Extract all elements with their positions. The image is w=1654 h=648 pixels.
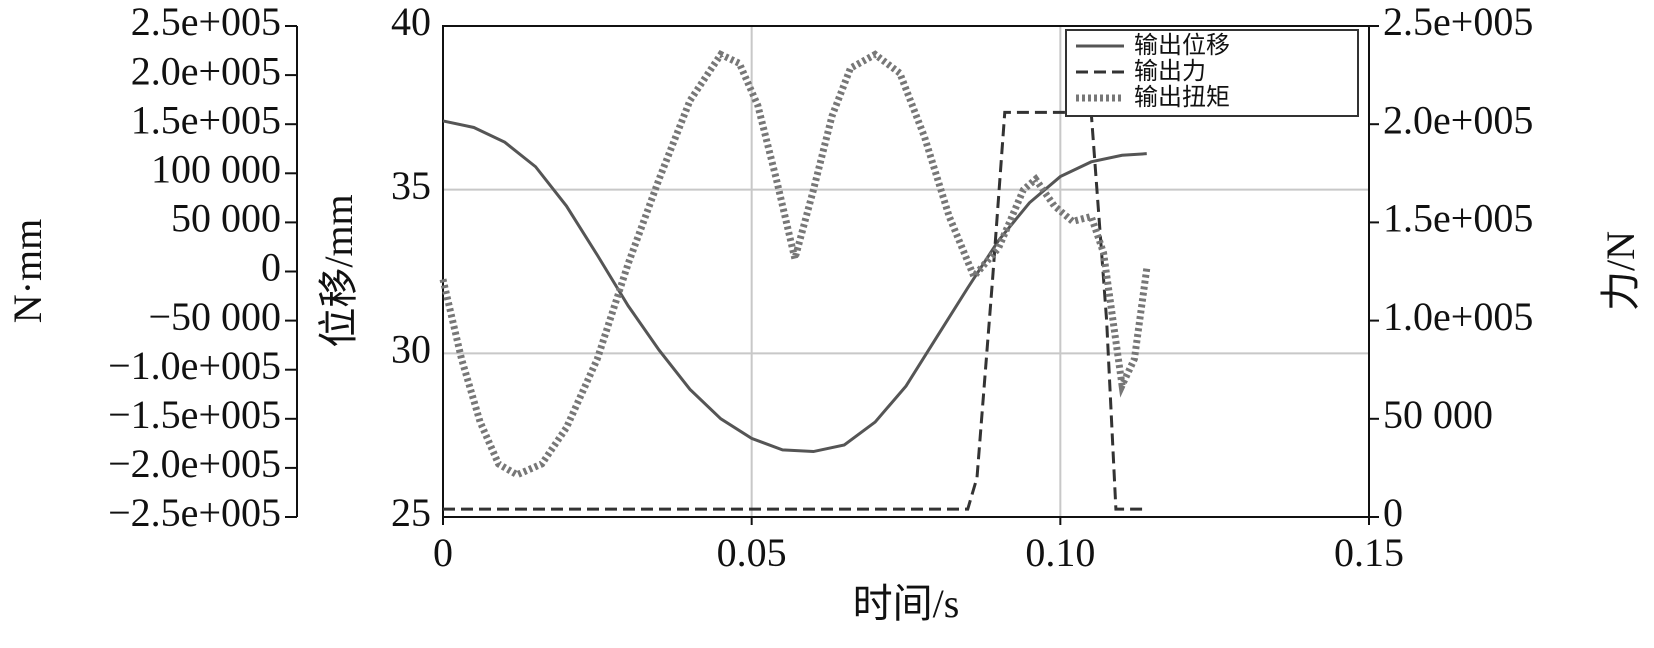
y2-tick-label: 0 — [1383, 490, 1403, 535]
y3-tick-label: −1.5e+005 — [108, 392, 281, 437]
y3-tick-label: 0 — [261, 245, 281, 290]
y3-tick-label: −1.0e+005 — [108, 343, 281, 388]
y-tick-label: 40 — [391, 0, 431, 44]
x-tick-label: 0.05 — [717, 530, 787, 575]
y3-tick-label: 100 000 — [151, 146, 281, 191]
y2-axis-label: 力/N — [1598, 231, 1643, 311]
y3-tick-label: 50 000 — [171, 196, 281, 241]
legend-label: 输出扭矩 — [1134, 83, 1230, 111]
x-tick-label: 0.15 — [1334, 530, 1404, 575]
y2-tick-label: 1.5e+005 — [1383, 196, 1533, 241]
y-tick-label: 30 — [391, 327, 431, 372]
y-axis-label: 位移/mm — [316, 194, 361, 347]
series-line — [443, 110, 1147, 511]
y2-tick-label: 50 000 — [1383, 392, 1493, 437]
y-tick-label: 25 — [391, 490, 431, 535]
y3-tick-label: 2.5e+005 — [131, 0, 281, 44]
y-tick-label: 35 — [391, 163, 431, 208]
y2-tick-label: 1.0e+005 — [1383, 294, 1533, 339]
plot-frame — [442, 25, 1370, 518]
legend-label: 输出位移 — [1134, 31, 1230, 59]
series-line — [439, 50, 1151, 479]
y3-tick-label: 1.5e+005 — [131, 97, 281, 142]
y3-tick-label: −2.0e+005 — [108, 441, 281, 486]
x-tick-label: 0.10 — [1025, 530, 1095, 575]
x-tick-label: 0 — [433, 530, 453, 575]
x-axis-label: 时间/s — [853, 581, 960, 626]
y2-tick-label: 2.0e+005 — [1383, 97, 1533, 142]
series-line — [442, 119, 1147, 454]
y3-axis-label: N·mm — [5, 219, 50, 323]
y3-tick-label: −2.5e+005 — [108, 490, 281, 535]
y2-tick-label: 2.5e+005 — [1383, 0, 1533, 44]
y3-tick-label: −50 000 — [148, 294, 281, 339]
y3-tick-label: 2.0e+005 — [131, 48, 281, 93]
legend-label: 输出力 — [1134, 57, 1206, 85]
